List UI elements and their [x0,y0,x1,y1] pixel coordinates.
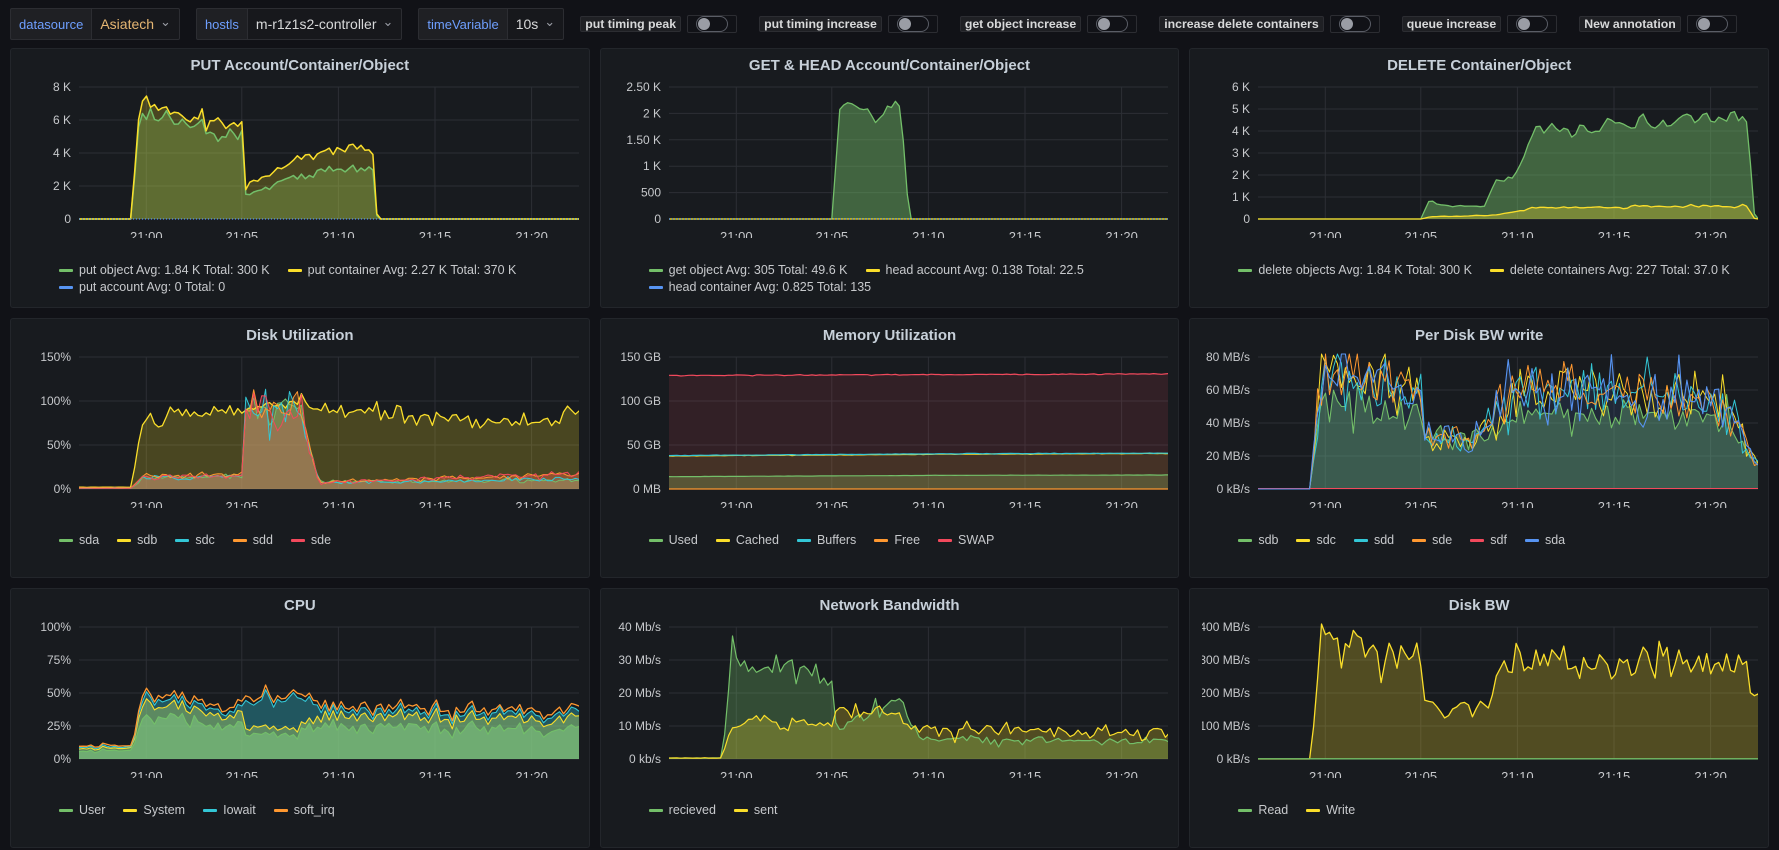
svg-text:21:05: 21:05 [815,769,848,778]
svg-text:1 K: 1 K [1232,190,1250,204]
svg-text:21:20: 21:20 [1105,229,1138,238]
svg-text:21:10: 21:10 [912,499,945,508]
svg-text:1.50 K: 1.50 K [626,133,661,147]
svg-text:21:10: 21:10 [1501,499,1534,508]
svg-text:21:15: 21:15 [1008,499,1041,508]
svg-text:2 K: 2 K [53,179,71,193]
svg-text:21:15: 21:15 [1598,229,1631,238]
svg-text:100 GB: 100 GB [620,394,661,408]
svg-text:21:10: 21:10 [912,769,945,778]
svg-text:1 K: 1 K [643,159,661,173]
svg-text:10 Mb/s: 10 Mb/s [618,719,661,733]
svg-text:0%: 0% [54,752,72,766]
svg-text:21:05: 21:05 [226,769,258,778]
svg-text:60 MB/s: 60 MB/s [1206,383,1250,397]
svg-text:0 kb/s: 0 kb/s [629,752,661,766]
svg-text:21:20: 21:20 [515,229,548,238]
svg-text:21:00: 21:00 [1309,769,1342,778]
svg-text:5 K: 5 K [1232,102,1250,116]
svg-text:21:00: 21:00 [1309,229,1342,238]
svg-text:21:10: 21:10 [1501,229,1534,238]
svg-text:25%: 25% [47,719,71,733]
svg-text:21:20: 21:20 [1695,499,1728,508]
svg-text:4 K: 4 K [53,146,71,160]
svg-text:21:15: 21:15 [1598,499,1631,508]
svg-text:21:20: 21:20 [1105,499,1138,508]
svg-text:2.50 K: 2.50 K [626,80,661,94]
svg-text:21:00: 21:00 [720,769,753,778]
svg-text:21:05: 21:05 [226,499,258,508]
svg-text:0 MB: 0 MB [633,482,661,496]
svg-text:21:00: 21:00 [1309,499,1342,508]
svg-text:6 K: 6 K [53,113,71,127]
svg-text:0: 0 [64,212,71,226]
svg-text:150 GB: 150 GB [620,350,661,364]
svg-text:21:20: 21:20 [1695,229,1728,238]
svg-text:3 K: 3 K [1232,146,1250,160]
svg-text:40 MB/s: 40 MB/s [1206,416,1250,430]
svg-text:21:15: 21:15 [419,499,452,508]
svg-text:75%: 75% [47,653,71,667]
svg-text:100 MB/s: 100 MB/s [1202,719,1250,733]
svg-text:21:20: 21:20 [515,499,548,508]
svg-text:21:15: 21:15 [1598,769,1631,778]
svg-text:21:00: 21:00 [130,499,163,508]
svg-text:0 kB/s: 0 kB/s [1217,482,1250,496]
svg-text:21:00: 21:00 [130,769,163,778]
svg-text:2 K: 2 K [1232,168,1250,182]
svg-text:300 MB/s: 300 MB/s [1202,653,1250,667]
svg-text:40 Mb/s: 40 Mb/s [618,620,661,634]
svg-text:200 MB/s: 200 MB/s [1202,686,1250,700]
svg-text:21:05: 21:05 [815,499,848,508]
svg-text:80 MB/s: 80 MB/s [1206,350,1250,364]
svg-text:21:15: 21:15 [1008,229,1041,238]
svg-text:21:05: 21:05 [1405,229,1438,238]
svg-text:20 MB/s: 20 MB/s [1206,449,1250,463]
svg-text:21:15: 21:15 [419,229,452,238]
svg-text:400 MB/s: 400 MB/s [1202,620,1250,634]
svg-text:50%: 50% [47,686,71,700]
svg-text:21:00: 21:00 [720,499,753,508]
svg-text:0: 0 [654,212,661,226]
svg-text:20 Mb/s: 20 Mb/s [618,686,661,700]
svg-text:21:15: 21:15 [419,769,452,778]
svg-text:21:10: 21:10 [1501,769,1534,778]
svg-text:0: 0 [1244,212,1251,226]
svg-text:21:00: 21:00 [130,229,163,238]
svg-text:21:15: 21:15 [1008,769,1041,778]
svg-text:21:05: 21:05 [815,229,848,238]
svg-text:100%: 100% [40,620,71,634]
svg-text:6 K: 6 K [1232,80,1250,94]
svg-text:21:20: 21:20 [1695,769,1728,778]
svg-text:0 kB/s: 0 kB/s [1217,752,1250,766]
svg-text:50%: 50% [47,438,71,452]
svg-text:21:10: 21:10 [322,229,355,238]
svg-text:50 GB: 50 GB [627,438,661,452]
svg-text:500: 500 [641,186,661,200]
svg-text:21:05: 21:05 [226,229,258,238]
svg-text:21:10: 21:10 [322,769,355,778]
svg-text:0%: 0% [54,482,72,496]
svg-text:21:00: 21:00 [720,229,753,238]
svg-text:21:20: 21:20 [515,769,548,778]
svg-text:150%: 150% [40,350,71,364]
svg-text:21:10: 21:10 [322,499,355,508]
svg-text:8 K: 8 K [53,80,71,94]
svg-text:21:20: 21:20 [1105,769,1138,778]
svg-text:2 K: 2 K [643,106,661,120]
svg-text:4 K: 4 K [1232,124,1250,138]
svg-text:21:05: 21:05 [1405,499,1438,508]
svg-text:100%: 100% [40,394,71,408]
svg-text:21:10: 21:10 [912,229,945,238]
svg-text:30 Mb/s: 30 Mb/s [618,653,661,667]
svg-text:21:05: 21:05 [1405,769,1438,778]
